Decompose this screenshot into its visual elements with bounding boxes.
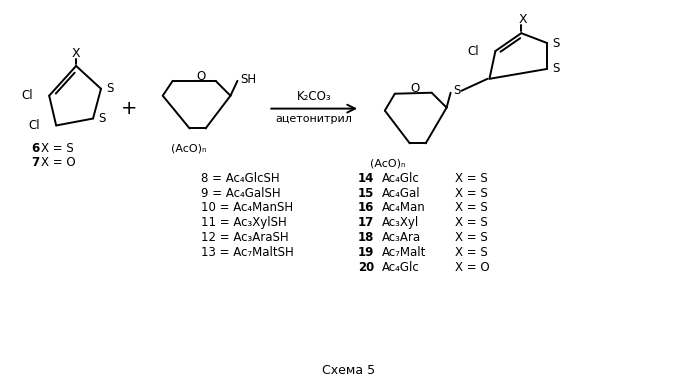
Text: (AcO)ₙ: (AcO)ₙ (370, 158, 405, 168)
Text: 7: 7 (31, 156, 39, 169)
Text: +: + (121, 99, 137, 118)
Text: 11 = Ac₃XylSH: 11 = Ac₃XylSH (201, 216, 287, 229)
Text: 6: 6 (31, 142, 40, 155)
Text: X = O: X = O (454, 261, 489, 274)
Text: 19: 19 (357, 246, 374, 259)
Text: X = S: X = S (454, 172, 487, 185)
Text: Схема 5: Схема 5 (322, 364, 375, 377)
Text: Ac₄Man: Ac₄Man (382, 201, 426, 214)
Text: O: O (196, 70, 206, 83)
Text: S: S (552, 63, 560, 75)
Text: Ac₄Glc: Ac₄Glc (382, 261, 419, 274)
Text: S: S (552, 37, 560, 49)
Text: S: S (106, 82, 113, 95)
Text: (AcO)ₙ: (AcO)ₙ (171, 143, 206, 153)
Text: X = S: X = S (454, 186, 487, 200)
Text: Ac₄Glc: Ac₄Glc (382, 172, 419, 185)
Text: 8 = Ac₄GlcSH: 8 = Ac₄GlcSH (201, 172, 279, 185)
Text: O: O (410, 82, 419, 95)
Text: X = S: X = S (41, 142, 74, 155)
Text: 9 = Ac₄GalSH: 9 = Ac₄GalSH (201, 186, 280, 200)
Text: Ac₄Gal: Ac₄Gal (382, 186, 421, 200)
Text: SH: SH (240, 73, 257, 86)
Text: Cl: Cl (468, 44, 480, 58)
Text: 12 = Ac₃AraSH: 12 = Ac₃AraSH (201, 231, 288, 244)
Text: Cl: Cl (22, 89, 33, 102)
Text: 18: 18 (357, 231, 374, 244)
Text: Ac₃Ara: Ac₃Ara (382, 231, 421, 244)
Text: X: X (519, 13, 528, 26)
Text: 17: 17 (358, 216, 374, 229)
Text: 10 = Ac₄ManSH: 10 = Ac₄ManSH (201, 201, 293, 214)
Text: 15: 15 (357, 186, 374, 200)
Text: Ac₇Malt: Ac₇Malt (382, 246, 426, 259)
Text: X = O: X = O (41, 156, 76, 169)
Text: Cl: Cl (29, 119, 40, 132)
Text: S: S (98, 112, 106, 125)
Text: X: X (72, 47, 80, 59)
Text: 14: 14 (357, 172, 374, 185)
Text: X = S: X = S (454, 216, 487, 229)
Text: X = S: X = S (454, 231, 487, 244)
Text: K₂CO₃: K₂CO₃ (297, 90, 331, 103)
Text: X = S: X = S (454, 201, 487, 214)
Text: 13 = Ac₇MaltSH: 13 = Ac₇MaltSH (201, 246, 294, 259)
Text: 20: 20 (358, 261, 374, 274)
Text: Ac₃Xyl: Ac₃Xyl (382, 216, 419, 229)
Text: ацетонитрил: ацетонитрил (275, 113, 352, 124)
Text: 16: 16 (357, 201, 374, 214)
Text: S: S (454, 84, 461, 97)
Text: X = S: X = S (454, 246, 487, 259)
